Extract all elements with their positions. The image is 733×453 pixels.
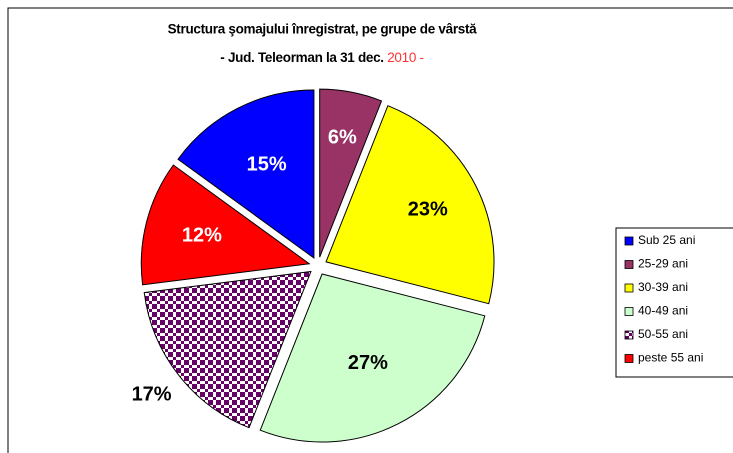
subtitle-year: 2010 - xyxy=(387,50,423,65)
data-label: 23% xyxy=(408,198,448,220)
legend-label: Sub 25 ani xyxy=(638,233,695,247)
legend-label: peste 55 ani xyxy=(638,351,703,365)
legend-swatch xyxy=(624,330,634,340)
legend-swatch xyxy=(624,236,634,246)
pie-slice xyxy=(177,89,315,259)
subtitle-text: - Jud. Teleorman la 31 dec. xyxy=(220,50,383,65)
data-label: 6% xyxy=(328,127,357,149)
legend-swatch xyxy=(624,354,634,363)
pie-slice xyxy=(259,273,486,443)
data-label: 27% xyxy=(348,352,388,374)
data-label: 15% xyxy=(247,153,287,175)
chart-title: Structura şomajului înregistrat, pe grup… xyxy=(168,22,478,37)
legend-swatch xyxy=(624,283,634,293)
legend-box xyxy=(615,227,733,378)
pie-slice xyxy=(143,270,312,429)
data-label: 12% xyxy=(182,224,222,246)
pie-slice xyxy=(319,88,383,258)
legend-label: 40-49 ani xyxy=(638,304,688,318)
chart-subtitle: - Jud. Teleorman la 31 dec. 2010 - xyxy=(220,50,423,65)
legend-label: 50-55 ani xyxy=(638,327,688,341)
pie-slice xyxy=(140,164,311,286)
legend-label: 30-39 ani xyxy=(638,280,688,294)
legend-swatch xyxy=(624,260,634,269)
data-label: 17% xyxy=(132,383,172,405)
legend-label: 25-29 ani xyxy=(638,257,688,271)
pie-slice xyxy=(325,105,495,305)
legend-swatch xyxy=(624,307,634,316)
